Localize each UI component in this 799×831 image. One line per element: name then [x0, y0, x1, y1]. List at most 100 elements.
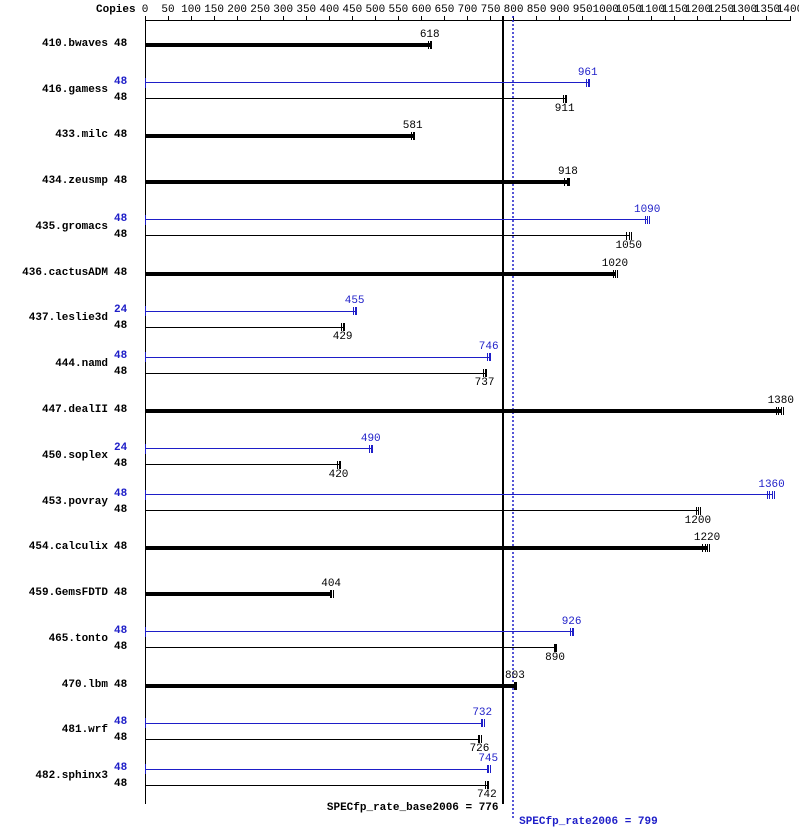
bar-base-startcap — [145, 780, 146, 790]
value-base: 1050 — [616, 240, 642, 252]
bar-base-tick — [613, 270, 614, 278]
axis-tick-label: 650 — [435, 4, 455, 16]
bar-base-startcap — [145, 131, 146, 141]
bar-base — [145, 510, 698, 511]
bar-peak-tick — [649, 216, 650, 224]
benchmark-label: 450.soplex — [42, 450, 108, 462]
axis-tick-label: 500 — [365, 4, 385, 16]
bar-base-tick — [781, 407, 782, 415]
bar-base-tick — [564, 178, 565, 186]
axis-tick-label: 200 — [227, 4, 247, 16]
axis-tick-label: 950 — [573, 4, 593, 16]
copies-base: 48 — [114, 229, 127, 241]
axis-tick — [237, 16, 238, 21]
ref-line-peak — [512, 16, 516, 818]
bar-base-tick — [481, 735, 482, 743]
value-peak: 1090 — [634, 204, 660, 216]
bar-base-startcap — [145, 94, 146, 104]
value-base: 429 — [333, 331, 353, 343]
axis-tick — [766, 16, 767, 21]
bar-base-tick — [778, 407, 779, 415]
bar-base-tick — [626, 232, 627, 240]
bar-peak-startcap — [145, 444, 146, 454]
axis-tick — [490, 16, 491, 21]
value-base: 1020 — [602, 258, 628, 270]
bar-base-tick — [488, 781, 489, 789]
axis-tick-label: 750 — [481, 4, 501, 16]
bar-peak-tick — [645, 216, 646, 224]
axis-tick — [352, 16, 353, 21]
bar-base — [145, 647, 555, 648]
bar-base-tick — [414, 132, 415, 140]
bar-peak-tick — [484, 719, 485, 727]
axis-tick — [214, 16, 215, 21]
value-base: 911 — [555, 103, 575, 115]
copies-base: 48 — [114, 38, 127, 50]
bar-base — [145, 592, 331, 596]
bar-peak-tick — [490, 765, 491, 773]
benchmark-label: 447.dealII — [42, 404, 108, 416]
axis-tick-label: 150 — [204, 4, 224, 16]
axis-tick — [651, 16, 652, 21]
bar-base-startcap — [145, 543, 146, 553]
axis-tick-label: 1400 — [777, 4, 799, 16]
axis-tick — [743, 16, 744, 21]
axis-tick — [536, 16, 537, 21]
bar-peak-startcap — [145, 215, 146, 225]
bar-base-tick — [486, 369, 487, 377]
bar-base — [145, 409, 781, 413]
axis-tick — [674, 16, 675, 21]
value-peak: 490 — [361, 433, 381, 445]
bar-base-tick — [707, 544, 708, 552]
axis-tick — [697, 16, 698, 21]
copies-base: 48 — [114, 541, 127, 553]
bar-peak-tick — [767, 491, 768, 499]
axis-tick-label: 900 — [550, 4, 570, 16]
axis-tick — [329, 16, 330, 21]
axis-tick-label: 700 — [458, 4, 478, 16]
axis-tick — [628, 16, 629, 21]
bar-base — [145, 785, 487, 786]
benchmark-label: 444.namd — [55, 358, 108, 370]
bar-base — [145, 684, 515, 688]
benchmark-label: 435.gromacs — [35, 221, 108, 233]
value-base: 737 — [475, 377, 495, 389]
bar-base-startcap — [145, 589, 146, 599]
copies-peak: 48 — [114, 213, 127, 225]
bar-base-tick — [569, 178, 570, 186]
copies-base: 48 — [114, 778, 127, 790]
axis-tick-label: 400 — [319, 4, 339, 16]
axis-tick — [191, 16, 192, 21]
spec-chart: 0501001502002503003504004505005506006507… — [0, 0, 799, 831]
bar-base — [145, 43, 430, 47]
axis-tick — [260, 16, 261, 21]
value-base: 1380 — [768, 395, 794, 407]
value-base: 581 — [403, 120, 423, 132]
axis-tick-label: 50 — [161, 4, 174, 16]
value-peak: 1360 — [758, 479, 784, 491]
copies-base: 48 — [114, 267, 127, 279]
copies-base: 48 — [114, 587, 127, 599]
bar-base-tick — [705, 544, 706, 552]
axis-tick — [168, 16, 169, 21]
axis-tick-label: 850 — [527, 4, 547, 16]
bar-base-tick — [516, 682, 517, 690]
value-peak: 926 — [562, 616, 582, 628]
bar-peak-tick — [647, 216, 648, 224]
bar-base-tick — [615, 270, 616, 278]
axis-tick — [306, 16, 307, 21]
axis-tick — [467, 16, 468, 21]
benchmark-label: 470.lbm — [62, 679, 108, 691]
copies-base: 48 — [114, 679, 127, 691]
copies-peak: 48 — [114, 625, 127, 637]
value-peak: 746 — [479, 341, 499, 353]
bar-peak — [145, 631, 572, 632]
bar-base — [145, 373, 485, 374]
value-peak: 961 — [578, 67, 598, 79]
bar-base-startcap — [145, 506, 146, 516]
bar-base — [145, 739, 479, 740]
value-base: 890 — [545, 652, 565, 664]
benchmark-label: 416.gamess — [42, 84, 108, 96]
bar-base-tick — [566, 95, 567, 103]
bar-base-tick — [344, 323, 345, 331]
